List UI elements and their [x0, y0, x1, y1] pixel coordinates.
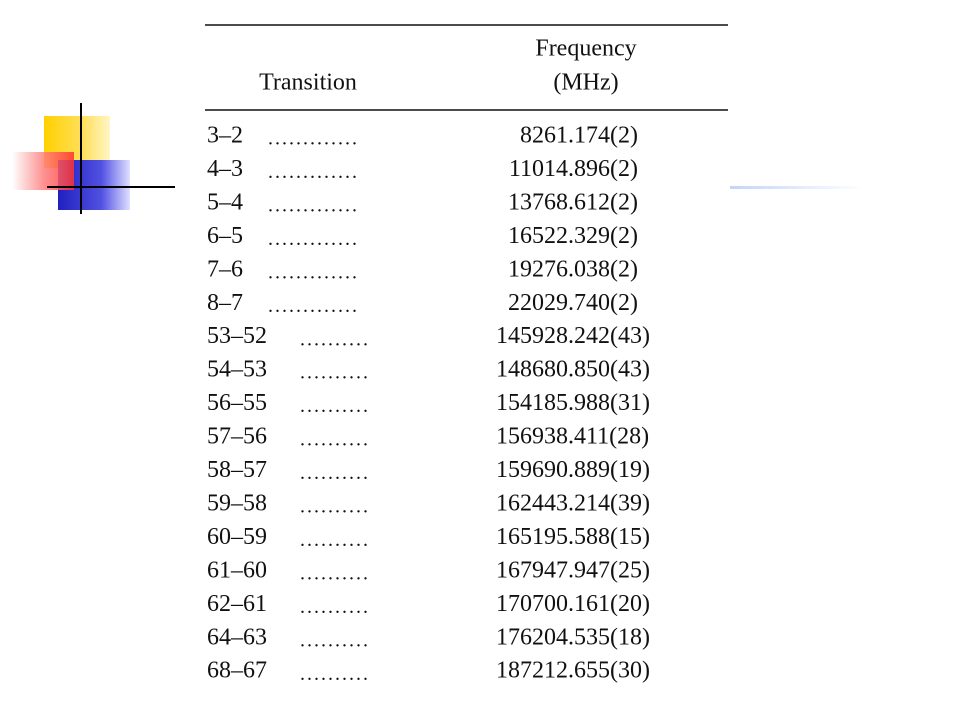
faint-line	[730, 186, 865, 189]
transition: 61–60	[207, 557, 267, 583]
transition: 58–57	[207, 457, 267, 483]
transition: 57–56	[207, 424, 267, 450]
frequency: 176204.535(18)	[496, 624, 650, 650]
frequency: 8261.174(2)	[520, 123, 638, 149]
frequency: 167947.947(25)	[496, 557, 650, 583]
header-unit: (MHz)	[553, 70, 618, 96]
transition: 53–52	[207, 323, 267, 349]
header-transition: Transition	[259, 70, 357, 96]
frequency: 162443.214(39)	[496, 490, 650, 516]
leader-dots: ..........	[300, 529, 370, 551]
transition: 6–5	[207, 223, 243, 249]
table: Transition Frequency (MHz) 3–2..........…	[205, 24, 728, 685]
leader-dots: ..........	[300, 629, 370, 651]
frequency: 16522.329(2)	[508, 223, 638, 249]
leader-dots: ..........	[300, 429, 370, 451]
transition: 5–4	[207, 189, 243, 215]
frequency: 159690.889(19)	[496, 457, 650, 483]
leader-dots: ..........	[300, 395, 370, 417]
leader-dots: .............	[268, 194, 359, 216]
frequency: 145928.242(43)	[496, 323, 650, 349]
leader-dots: ..........	[300, 663, 370, 685]
header-frequency: Frequency	[535, 36, 636, 62]
transition: 68–67	[207, 658, 267, 684]
frequency: 148680.850(43)	[496, 357, 650, 383]
transition: 64–63	[207, 624, 267, 650]
frequency: 22029.740(2)	[508, 290, 638, 316]
transition: 7–6	[207, 256, 243, 282]
leader-dots: ..........	[300, 328, 370, 350]
transition: 3–2	[207, 123, 243, 149]
frequency: 154185.988(31)	[496, 390, 650, 416]
frequency: 11014.896(2)	[509, 156, 638, 182]
slide-decoration	[12, 103, 865, 214]
leader-dots: .............	[268, 228, 359, 250]
frequency: 187212.655(30)	[496, 658, 650, 684]
transition: 60–59	[207, 524, 267, 550]
transition: 54–53	[207, 357, 267, 383]
leader-dots: .............	[268, 128, 359, 150]
leader-dots: .............	[268, 161, 359, 183]
frequency: 13768.612(2)	[508, 189, 638, 215]
red-square	[12, 152, 74, 190]
transition: 59–58	[207, 490, 267, 516]
leader-dots: ..........	[300, 562, 370, 584]
leader-dots: .............	[268, 261, 359, 283]
leader-dots: ..........	[300, 596, 370, 618]
leader-dots: .............	[268, 295, 359, 317]
frequency: 170700.161(20)	[496, 591, 650, 617]
transition: 8–7	[207, 290, 243, 316]
leader-dots: ..........	[300, 496, 370, 518]
frequency: 165195.588(15)	[496, 524, 650, 550]
leader-dots: ..........	[300, 362, 370, 384]
transition: 4–3	[207, 156, 243, 182]
leader-dots: ..........	[300, 462, 370, 484]
frequency: 19276.038(2)	[508, 256, 638, 282]
transition: 62–61	[207, 591, 267, 617]
transition: 56–55	[207, 390, 267, 416]
frequency: 156938.411(28)	[496, 424, 649, 450]
